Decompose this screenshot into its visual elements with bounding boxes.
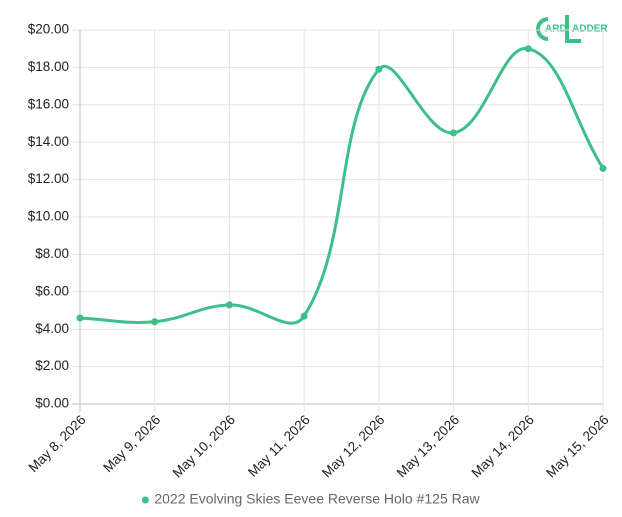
- point: [151, 318, 159, 326]
- x-tick-label: May 12, 2026: [319, 412, 387, 480]
- logo-c: [536, 17, 549, 41]
- x-tick-label: May 11, 2026: [245, 412, 313, 480]
- y-tick-label: $14.00: [28, 134, 69, 149]
- point: [76, 314, 84, 322]
- y-tick-label: $0.00: [35, 396, 69, 411]
- point: [225, 301, 233, 309]
- point: [450, 129, 458, 137]
- x-tick-label: May 10, 2026: [170, 412, 238, 480]
- y-tick-label: $8.00: [35, 246, 69, 261]
- x-tick-label: May 8, 2026: [25, 412, 88, 475]
- logo-l-foot: [565, 39, 581, 43]
- y-tick-label: $2.00: [35, 358, 69, 373]
- legend-label: 2022 Evolving Skies Eevee Reverse Holo #…: [154, 491, 480, 507]
- y-tick-label: $16.00: [28, 96, 69, 111]
- point: [375, 65, 383, 73]
- line: [79, 47, 605, 325]
- y-tick-label: $6.00: [35, 283, 69, 298]
- y-tick-label: $20.00: [28, 22, 69, 37]
- y-tick-label: $12.00: [28, 171, 69, 186]
- y-tick-label: $4.00: [35, 321, 69, 336]
- logo-l: [565, 15, 569, 43]
- x-tick-label: May 13, 2026: [394, 412, 462, 480]
- x-tick-label: May 9, 2026: [100, 412, 163, 475]
- logo-text: ADDER: [572, 24, 608, 35]
- x-tick-label: May 15, 2026: [543, 412, 611, 480]
- y-tick-label: $18.00: [28, 59, 69, 74]
- point: [599, 164, 607, 172]
- y-tick-label: $10.00: [28, 209, 69, 224]
- point: [300, 312, 308, 320]
- x-tick-label: May 14, 2026: [468, 412, 536, 480]
- legend-marker: [141, 496, 149, 504]
- logo-text: ARD: [545, 24, 567, 35]
- logo: ARD ADDER: [536, 15, 608, 43]
- point: [524, 45, 532, 53]
